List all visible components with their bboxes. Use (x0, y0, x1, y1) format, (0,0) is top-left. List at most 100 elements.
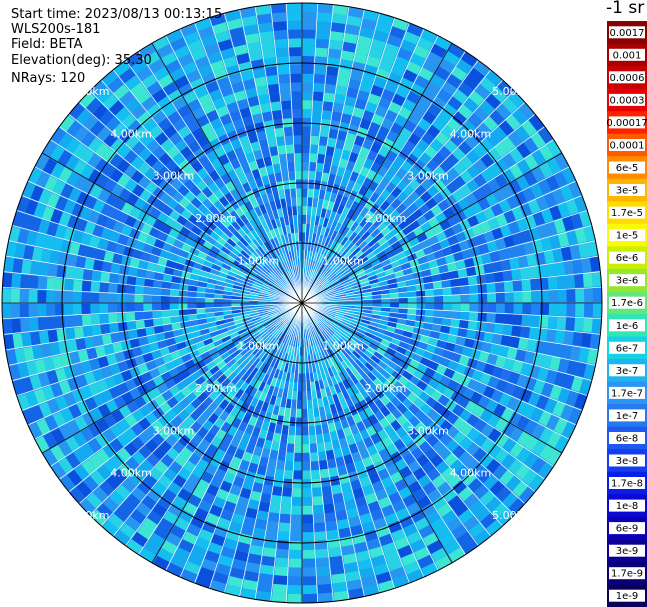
ray-cell (292, 268, 297, 278)
ray-cell (72, 363, 84, 377)
ray-cell (380, 240, 391, 250)
ray-cell (509, 163, 524, 179)
ray-cell (350, 221, 359, 232)
ray-cell (467, 112, 483, 128)
ray-cell (379, 315, 390, 321)
ray-cell (402, 69, 418, 83)
ray-cell (359, 196, 369, 207)
ray-cell (333, 212, 342, 223)
ray-cell (557, 289, 567, 303)
ray-cell (223, 368, 234, 378)
ray-cell (366, 328, 377, 335)
colorbar-tick-label: 3e-5 (616, 186, 639, 197)
ray-cell (284, 135, 294, 145)
ray-cell (282, 118, 293, 128)
ray-separator (301, 302, 492, 537)
ray-cell (63, 303, 73, 316)
ray-cell (396, 179, 408, 192)
ray-separator (59, 126, 303, 304)
ray-cell (103, 497, 119, 513)
ray-cell (180, 209, 192, 220)
ray-cell (320, 226, 327, 236)
ray-cell (493, 271, 504, 282)
ray-cell (431, 547, 448, 562)
ray-cell (10, 304, 20, 319)
ray-cell (214, 289, 224, 295)
ray-cell (352, 336, 362, 345)
ray-cell (90, 470, 106, 486)
ray-cell (345, 367, 354, 377)
ray-cell (285, 345, 291, 355)
ray-cell (342, 369, 351, 380)
ray-cell (251, 284, 261, 290)
ray-cell (21, 332, 32, 348)
ray-cell (318, 322, 326, 331)
ray-cell (245, 152, 256, 163)
ray-cell (254, 369, 263, 380)
ray-cell (325, 520, 338, 532)
ray-cell (296, 205, 302, 215)
ray-cell (467, 214, 479, 227)
ray-cell (163, 468, 178, 482)
ray-cell (76, 481, 93, 498)
ray-cell (25, 199, 38, 216)
ray-cell (116, 382, 129, 396)
ray-cell (93, 335, 104, 347)
ray-cell (355, 237, 365, 247)
ray-cell (266, 335, 275, 345)
ray-cell (291, 108, 302, 118)
ray-cell (538, 461, 554, 479)
ray-cell (379, 384, 390, 395)
ray-cell (479, 490, 496, 506)
ray-cell (201, 186, 213, 199)
ray-cell (415, 517, 430, 531)
ray-cell (556, 316, 567, 330)
ray-cell (447, 473, 462, 488)
ray-cell (515, 243, 527, 257)
ray-cell (259, 456, 269, 467)
ray-cell (357, 504, 371, 516)
ray-cell (378, 468, 391, 480)
ray-cell (173, 45, 190, 60)
ray-cell (188, 553, 204, 567)
ray-cell (392, 499, 407, 513)
ray-cell (286, 280, 293, 289)
ray-cell (466, 413, 480, 427)
ray-cell (286, 11, 301, 21)
ray-cell (516, 217, 529, 232)
ray-cell (486, 240, 498, 253)
ray-cell (498, 198, 512, 213)
ray-cell (258, 573, 274, 584)
ray-cell (209, 504, 223, 518)
ray-cell (476, 274, 487, 284)
ray-cell (195, 376, 206, 387)
ray-cell (410, 82, 425, 97)
ray-cell (252, 250, 261, 260)
ray-cell (289, 549, 302, 559)
ray-cell (383, 215, 394, 226)
ray-cell (377, 275, 388, 283)
ray-cell (443, 50, 460, 66)
ray-cell (36, 171, 50, 189)
ray-cell (514, 399, 528, 415)
ray-cell (249, 544, 264, 556)
ray-cell (231, 303, 241, 307)
ray-cell (302, 364, 306, 374)
ray-cell (389, 307, 399, 313)
ray-cell (354, 541, 369, 554)
ray-cell (400, 208, 412, 220)
ray-cell (466, 178, 480, 192)
ray-cell (302, 91, 313, 101)
ray-cell (370, 84, 384, 97)
ray-cell (517, 337, 529, 350)
ray-cell (72, 159, 87, 176)
ray-cell (503, 382, 517, 396)
ray-cell (442, 287, 452, 296)
ray-cell (339, 473, 350, 485)
ray-cell (367, 93, 381, 105)
ray-cell (396, 250, 407, 260)
ray-cell (206, 361, 217, 371)
ray-cell (215, 563, 232, 576)
ray-cell (123, 164, 137, 179)
ray-cell (231, 221, 241, 231)
